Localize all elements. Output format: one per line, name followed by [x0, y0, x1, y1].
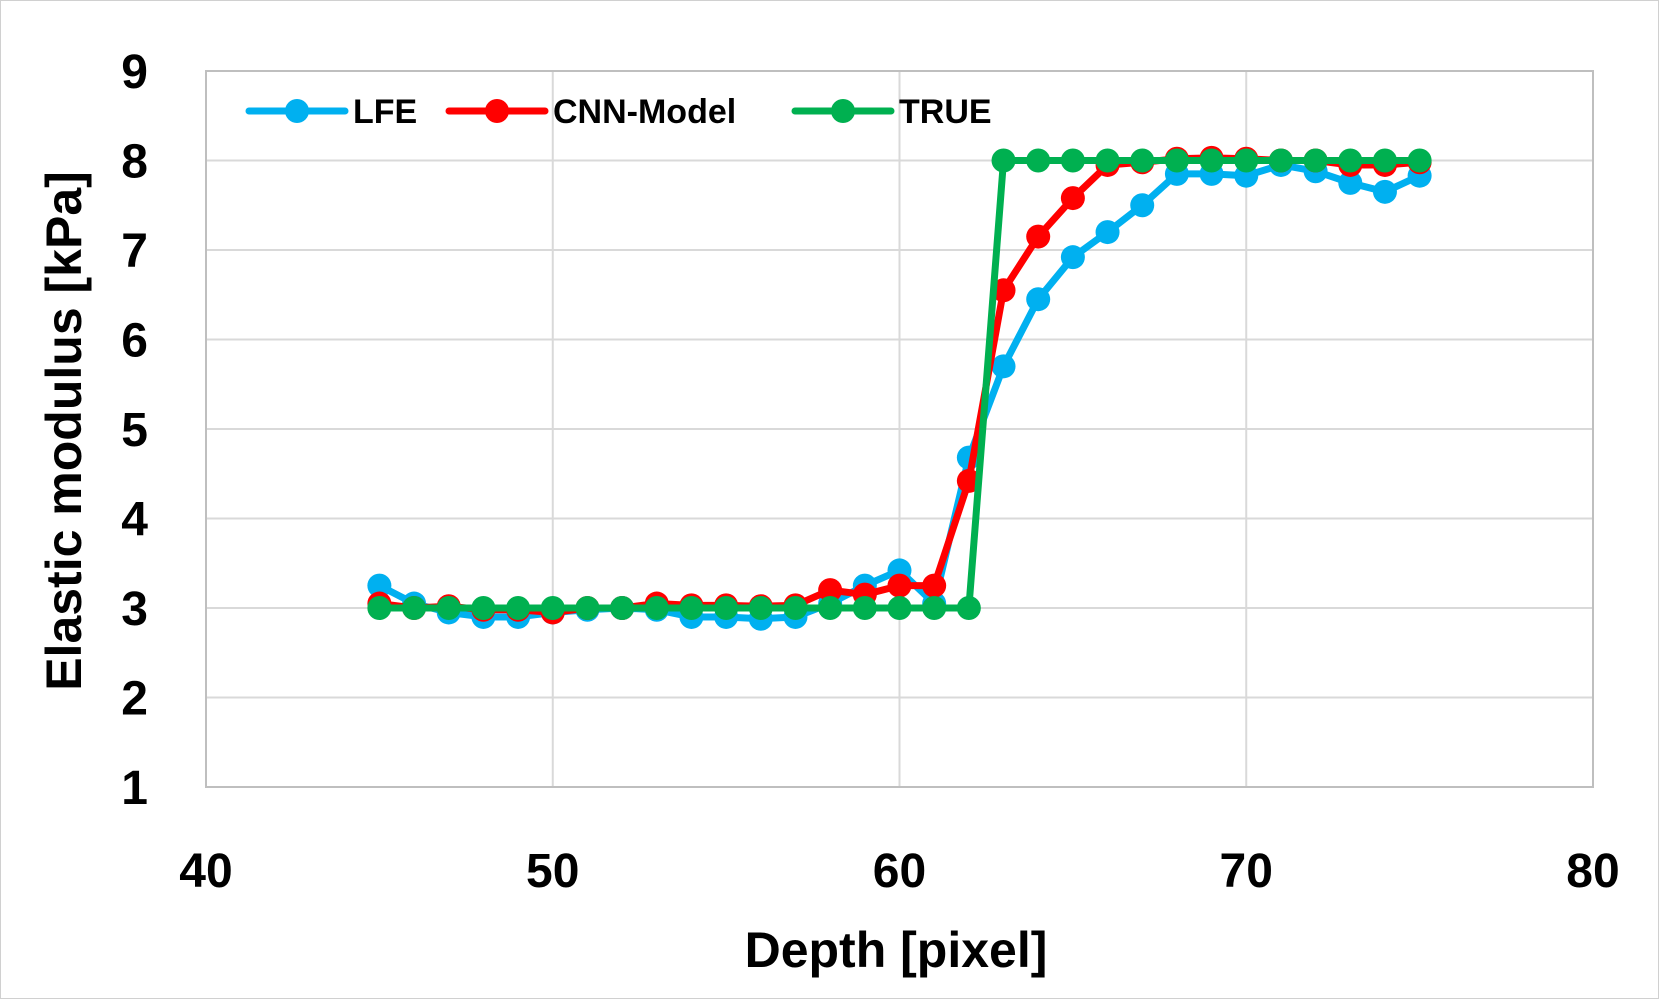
data-point-true [367, 596, 392, 620]
y-tick-label: 1 [121, 762, 148, 815]
data-point-true [644, 596, 669, 620]
x-axis-ticks: 40 50 60 70 80 [179, 845, 1619, 898]
y-tick-label: 9 [121, 46, 148, 99]
data-point-true [436, 596, 461, 620]
y-tick-label: 7 [121, 225, 148, 278]
legend-marker-true [831, 99, 855, 123]
data-point-true [471, 596, 496, 620]
legend-item-cnn-model: CNN-Model [445, 93, 736, 131]
legend: LFE CNN-Model TRUE [245, 93, 992, 131]
data-point-true [783, 596, 808, 620]
data-point-lfe [991, 354, 1016, 379]
data-point-true [852, 596, 877, 620]
data-point-lfe [367, 573, 392, 598]
legend-label-true: TRUE [899, 93, 992, 131]
data-point-true [1095, 148, 1120, 173]
data-point-true [1303, 148, 1328, 173]
data-point-true [1026, 148, 1051, 173]
data-point-lfe [1130, 193, 1155, 218]
data-point-true [1199, 148, 1224, 173]
data-point-true [1060, 148, 1085, 173]
data-point-true [575, 596, 600, 620]
data-point-true [610, 596, 635, 620]
data-point-true [818, 596, 843, 620]
x-tick-label: 60 [873, 845, 926, 898]
x-axis-title: Depth [pixel] [745, 922, 1048, 978]
legend-marker-lfe [285, 99, 309, 123]
plot-area-border [205, 70, 1594, 788]
gridlines [206, 71, 1593, 787]
series-layer [367, 145, 1432, 631]
data-point-cnn-model [887, 573, 912, 598]
data-point-true [956, 596, 981, 620]
legend-label-lfe: LFE [353, 93, 417, 131]
series-true [367, 148, 1432, 620]
y-tick-label: 5 [121, 404, 148, 457]
data-point-cnn-model [922, 573, 947, 598]
data-point-cnn-model [1026, 224, 1051, 249]
data-point-true [1234, 148, 1259, 173]
legend-item-lfe: LFE [245, 93, 417, 131]
data-point-cnn-model [991, 278, 1016, 303]
x-tick-label: 70 [1220, 845, 1273, 898]
data-point-lfe [1026, 287, 1051, 312]
legend-marker-cnn-model [485, 99, 509, 123]
y-axis-ticks: 1 2 3 4 5 6 7 8 9 [121, 46, 148, 815]
data-point-true [922, 596, 947, 620]
legend-label-cnn-model: CNN-Model [553, 93, 736, 131]
data-point-lfe [1372, 179, 1397, 204]
y-axis-title: Elastic modulus [kPa] [36, 171, 92, 691]
data-point-true [1268, 148, 1293, 173]
data-point-true [540, 596, 565, 620]
y-tick-label: 2 [121, 673, 148, 726]
data-point-cnn-model [1060, 186, 1085, 211]
y-tick-label: 4 [121, 494, 148, 547]
data-point-true [679, 596, 704, 620]
x-tick-label: 40 [179, 845, 232, 898]
data-point-lfe [1338, 170, 1363, 195]
data-point-true [991, 148, 1016, 173]
legend-item-true: TRUE [791, 93, 992, 131]
data-point-lfe [1095, 220, 1120, 245]
x-tick-label: 50 [526, 845, 579, 898]
data-point-cnn-model [818, 578, 843, 603]
y-tick-label: 8 [121, 136, 148, 189]
data-point-true [1338, 148, 1363, 173]
data-point-true [1372, 148, 1397, 173]
data-point-true [748, 596, 773, 620]
data-point-true [1164, 148, 1189, 173]
data-point-true [1407, 148, 1432, 173]
data-point-true [887, 596, 912, 620]
data-point-true [1130, 148, 1155, 173]
data-point-lfe [1060, 245, 1085, 270]
y-tick-label: 3 [121, 583, 148, 636]
x-tick-label: 80 [1566, 845, 1619, 898]
y-tick-label: 6 [121, 315, 148, 368]
data-point-true [506, 596, 531, 620]
data-point-true [714, 596, 739, 620]
data-point-true [402, 596, 427, 620]
